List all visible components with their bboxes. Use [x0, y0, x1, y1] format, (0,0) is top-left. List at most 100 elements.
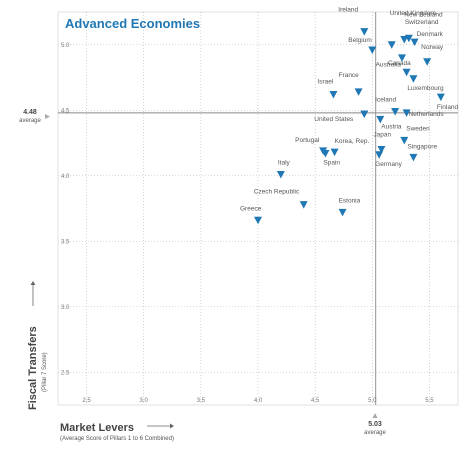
point-marker — [254, 216, 262, 225]
data-point[interactable]: Netherlands — [402, 109, 445, 118]
point-label: Spain — [323, 159, 340, 166]
data-point[interactable]: Austria — [376, 115, 402, 131]
y-tick-label: 5.0 — [61, 43, 70, 49]
data-point[interactable]: Belgium — [348, 37, 377, 54]
point-marker — [354, 88, 363, 96]
y-tick-label: 3.0 — [61, 305, 70, 311]
data-point[interactable]: Singapore — [407, 143, 437, 162]
point-marker — [375, 151, 384, 159]
point-marker — [436, 93, 445, 102]
x-tick-label: 2.5 — [82, 398, 91, 404]
y-axis-title: Fiscal Transfers — [27, 326, 39, 410]
x-tick-label: 5.5 — [425, 398, 434, 404]
data-point[interactable]: Canada — [388, 54, 411, 67]
point-marker — [402, 68, 411, 77]
x-axis-arrow — [147, 423, 174, 429]
point-label: Netherlands — [409, 111, 445, 118]
axis-ticks: 2.5 3.0 3.5 4.0 4.5 5.0 5.5 2.5 3.0 3.5 4.0 4.5 5.0 — [61, 43, 434, 404]
average-y-arrow — [45, 114, 50, 119]
average-x-arrow — [372, 413, 378, 418]
data-point[interactable]: Israel — [317, 79, 338, 99]
point-marker — [400, 36, 409, 44]
point-marker — [360, 110, 369, 119]
point-label: Austria — [381, 123, 402, 130]
x-tick-label: 3.0 — [140, 398, 149, 404]
point-marker — [329, 91, 338, 99]
point-label: Korea, Rep. — [335, 138, 370, 145]
point-label: Denmark — [417, 31, 444, 38]
point-label: New Zealand — [404, 12, 443, 19]
data-point[interactable]: France — [339, 72, 363, 96]
data-point[interactable]: Ireland — [338, 7, 369, 36]
point-marker — [402, 109, 411, 117]
point-label: Portugal — [295, 137, 320, 144]
point-label: Estonia — [339, 197, 361, 204]
point-marker — [338, 208, 347, 217]
point-label: Finland — [437, 104, 459, 111]
point-marker — [377, 146, 386, 154]
point-label: Singapore — [407, 143, 437, 150]
point-label: Germany — [375, 161, 402, 168]
point-marker — [387, 41, 396, 49]
point-marker — [423, 58, 432, 66]
data-point[interactable]: Portugal — [295, 137, 328, 155]
data-point[interactable]: Denmark — [410, 31, 444, 47]
point-label: United States — [314, 116, 354, 123]
point-marker — [398, 54, 406, 62]
point-marker — [299, 201, 308, 209]
y-tick-label: 2.5 — [61, 370, 70, 376]
data-point[interactable]: Germany — [375, 151, 403, 168]
point-marker — [368, 46, 377, 54]
point-label: Italy — [278, 159, 291, 166]
point-marker — [321, 149, 330, 158]
point-marker — [376, 115, 385, 124]
y-tick-label: 3.5 — [61, 239, 70, 245]
point-label: Israel — [317, 79, 333, 86]
point-label: Canada — [388, 60, 411, 67]
x-tick-label: 3.5 — [197, 398, 206, 404]
point-label: Norway — [421, 44, 444, 51]
point-label: Czech Republic — [254, 189, 300, 196]
point-label: Iceland — [375, 97, 396, 104]
average-lines — [58, 12, 458, 405]
x-tick-label: 5.0 — [368, 398, 377, 404]
point-label: Australia — [376, 61, 402, 68]
data-point[interactable]: Korea, Rep. — [330, 138, 370, 157]
plot-frame — [57, 11, 459, 406]
point-label: Greece — [240, 205, 262, 212]
data-point[interactable]: Australia — [376, 61, 411, 77]
data-point[interactable]: Spain — [321, 149, 340, 167]
data-point[interactable]: Norway — [421, 44, 444, 66]
data-point[interactable]: Sweden — [400, 125, 430, 145]
x-tick-label: 4.0 — [254, 398, 263, 404]
y-axis-subtitle: (Pillar 7 Score) — [42, 352, 48, 392]
data-point[interactable]: United Kingdom — [387, 10, 436, 49]
point-marker — [360, 28, 369, 36]
point-label: Luxembourg — [407, 85, 444, 92]
data-point[interactable]: United States — [314, 110, 369, 124]
point-label: United Kingdom — [390, 10, 436, 17]
point-label: Switzerland — [405, 19, 439, 26]
average-x-label: average — [364, 430, 386, 436]
average-y-label: average — [19, 118, 41, 124]
data-point[interactable]: Luxembourg — [407, 75, 444, 92]
data-point[interactable]: Iceland — [375, 97, 400, 116]
data-point[interactable]: Italy — [276, 159, 291, 179]
data-point[interactable]: Japan — [373, 132, 392, 154]
data-point[interactable]: Czech Republic — [254, 189, 308, 209]
average-x-value: 5.03 — [368, 421, 382, 428]
data-point[interactable]: Greece — [240, 205, 262, 225]
x-axis-title: Market Levers — [60, 422, 134, 434]
point-label: Sweden — [406, 125, 430, 132]
data-point[interactable]: Finland — [436, 93, 459, 112]
average-y-value: 4.48 — [23, 109, 37, 116]
data-point[interactable]: Estonia — [338, 197, 361, 217]
data-point[interactable]: New Zealand — [400, 12, 443, 44]
point-label: France — [339, 72, 360, 79]
point-label: Ireland — [338, 7, 358, 14]
y-axis-arrow — [30, 281, 36, 306]
data-point[interactable]: Switzerland — [404, 19, 439, 43]
point-label: Japan — [373, 132, 391, 139]
